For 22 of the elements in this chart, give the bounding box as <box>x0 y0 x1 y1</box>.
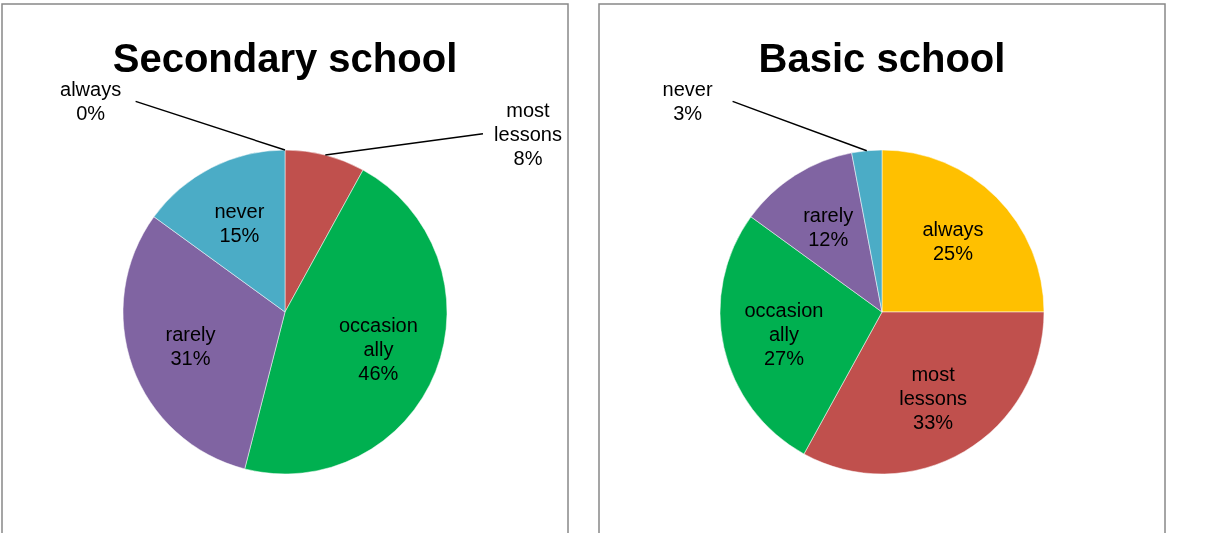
slice-label: never <box>662 78 713 101</box>
chart-title: Secondary school <box>112 36 458 80</box>
slice-label: rarely <box>803 204 854 227</box>
data-label: 12% <box>808 228 849 251</box>
data-label: 25% <box>933 241 974 264</box>
data-label: 8% <box>513 146 543 169</box>
data-label: 33% <box>913 411 954 434</box>
data-label: 46% <box>358 361 399 384</box>
data-label: 15% <box>219 223 260 246</box>
slice-label: occasionally <box>338 313 418 360</box>
data-label: 31% <box>170 347 211 370</box>
category-label: always <box>60 78 122 101</box>
slice-label: occasionally <box>744 298 824 345</box>
text: 0% <box>76 102 106 125</box>
chart-title: Basic school <box>758 36 1006 80</box>
slice-label: most lessons <box>899 363 968 410</box>
slice-label: never <box>214 199 265 222</box>
slice-label: rarely <box>165 323 216 346</box>
slice-label: always <box>922 217 984 240</box>
data-label: 27% <box>763 346 805 369</box>
data-label: 3% <box>673 102 703 125</box>
slice-label: most lessons <box>494 98 562 145</box>
